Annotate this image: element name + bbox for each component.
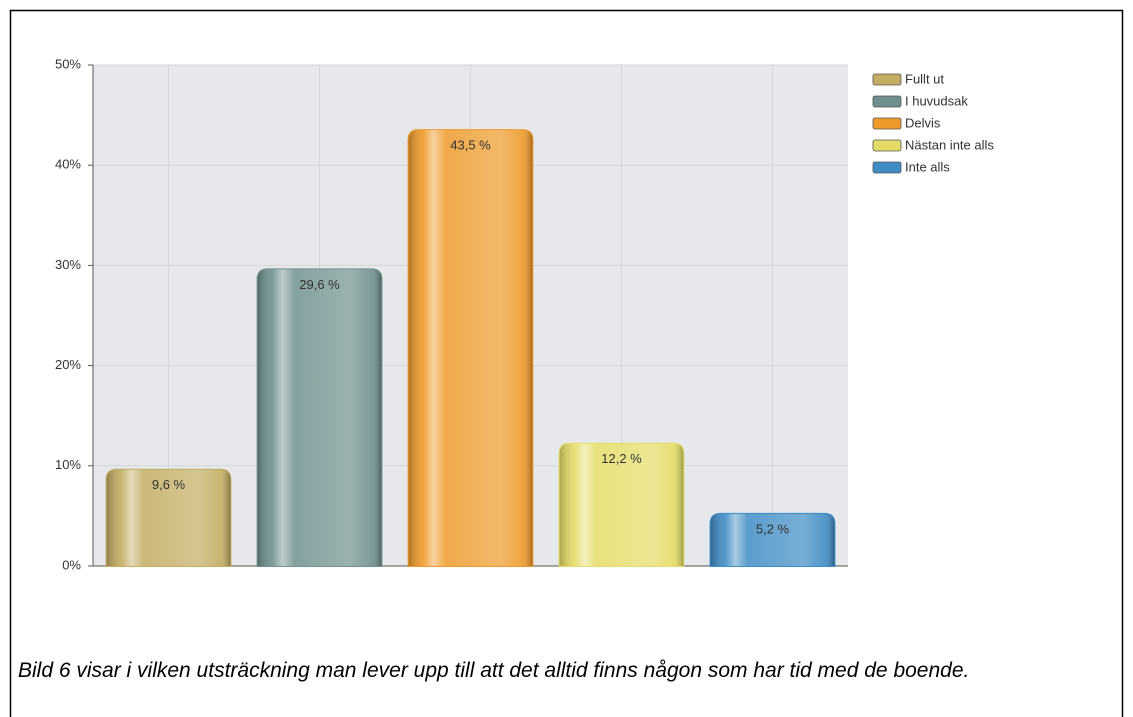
legend-label: Inte alls [905,159,950,174]
caption: Bild 6 visar i vilken utsträckning man l… [18,659,970,682]
legend-swatch [872,139,902,152]
y-tick-label: 30% [55,257,81,272]
legend-swatch [872,73,902,86]
value-label: 29,6 % [299,277,340,292]
value-label: 12,2 % [601,451,642,466]
bar-shine [257,269,382,566]
bar-shine [408,130,533,566]
value-label: 9,6 % [152,477,186,492]
y-tick-label: 40% [55,157,81,172]
frame [9,9,1124,717]
legend-label: Delvis [905,115,941,130]
legend-swatch [872,161,902,174]
bar-shine [559,443,684,566]
y-tick-label: 20% [55,357,81,372]
legend-label: Nästan inte alls [905,137,994,152]
legend-label: I huvudsak [905,93,968,108]
y-tick-label: 10% [55,457,81,472]
value-label: 43,5 % [450,138,491,153]
legend-swatch [872,117,902,130]
legend-label: Fullt ut [905,71,944,86]
bar-shine [710,513,835,566]
value-label: 5,2 % [756,521,790,536]
bar-shine [106,469,231,566]
y-tick-label: 0% [62,557,81,572]
y-tick-label: 50% [55,56,81,71]
legend-swatch [872,95,902,108]
